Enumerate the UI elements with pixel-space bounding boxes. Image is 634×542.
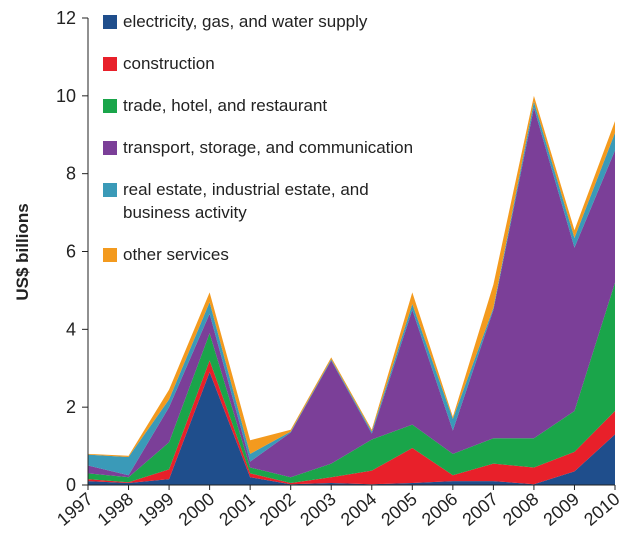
area [88,372,615,485]
y-tick-label: 12 [56,8,76,28]
legend-swatch [103,183,117,197]
legend-swatch [103,99,117,113]
x-tick-label: 2009 [539,489,583,530]
x-tick-label: 2001 [215,489,259,530]
legend-label: construction [123,54,215,73]
x-tick-label: 2003 [296,489,340,530]
y-tick-label: 6 [66,242,76,262]
x-tick-label: 2007 [458,489,502,530]
y-tick-label: 8 [66,164,76,184]
legend-entry: electricity, gas, and water supply [103,10,413,33]
area [88,282,615,484]
legend-swatch [103,57,117,71]
y-tick-label: 2 [66,397,76,417]
y-tick-label: 0 [66,475,76,495]
legend-label: transport, storage, and communication [123,138,414,157]
legend-swatch [103,248,117,262]
legend-entry: other services [103,243,413,266]
x-tick-label: 2004 [337,489,381,530]
x-tick-label: 2010 [580,489,624,530]
y-axis-label: US$ billions [13,203,32,300]
areas [88,95,615,485]
legend-entry: construction [103,52,413,75]
y-tick-label: 10 [56,86,76,106]
y-tick-label: 4 [66,319,76,339]
legend-swatch [103,15,117,29]
area [88,107,615,478]
x-tick-label: 1999 [134,489,178,530]
legend: electricity, gas, and water supply constr… [103,10,413,285]
x-tick-label: 2006 [418,489,462,530]
legend-swatch [103,141,117,155]
x-tick-label: 2002 [256,489,300,530]
legend-label: other services [123,245,229,264]
x-tick-label: 2000 [175,489,219,530]
legend-label: trade, hotel, and restaurant [123,96,328,115]
legend-entry: transport, storage, and communication [103,136,413,159]
x-tick-label: 2005 [377,489,421,530]
x-tick-label: 1998 [94,489,138,530]
legend-label: real estate, industrial estate, and busi… [123,180,369,222]
area [88,360,615,485]
legend-entry: trade, hotel, and restaurant [103,94,413,117]
x-tick-label: 2008 [499,489,543,530]
legend-entry: real estate, industrial estate, and busi… [103,178,413,224]
legend-label: electricity, gas, and water supply [123,12,368,31]
